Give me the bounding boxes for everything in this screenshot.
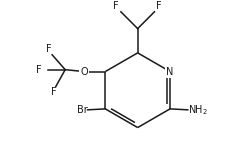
Text: F: F [45,44,51,54]
Text: NH$_2$: NH$_2$ [188,103,208,117]
Text: N: N [166,67,174,76]
Text: O: O [80,67,88,76]
Text: Br: Br [77,105,88,115]
Text: F: F [156,1,162,11]
Text: F: F [36,65,42,75]
Text: F: F [113,1,119,11]
Text: F: F [51,87,57,97]
